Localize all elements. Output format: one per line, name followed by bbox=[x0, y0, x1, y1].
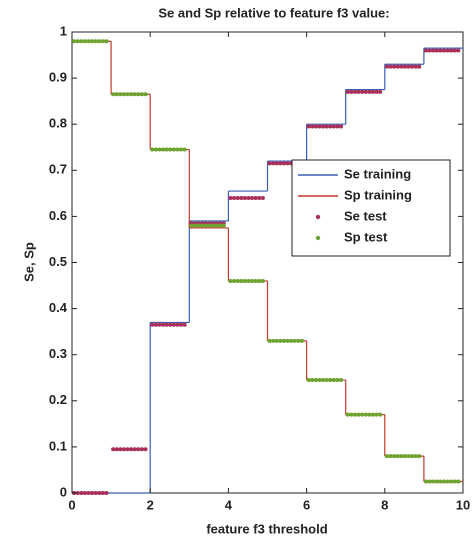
y-tick-label: 0.7 bbox=[49, 162, 67, 177]
x-tick-label: 0 bbox=[68, 497, 75, 512]
y-tick-label: 0.1 bbox=[49, 438, 67, 453]
y-tick-label: 0.2 bbox=[49, 392, 67, 407]
x-axis-label: feature f3 threshold bbox=[206, 521, 327, 536]
y-tick-label: 1 bbox=[60, 23, 67, 38]
legend-label: Sp test bbox=[344, 229, 388, 244]
legend-swatch bbox=[316, 236, 320, 240]
page: Se and Sp relative to feature f3 value: … bbox=[0, 0, 476, 545]
y-tick-label: 0.8 bbox=[49, 116, 67, 131]
legend-label: Se training bbox=[344, 166, 411, 181]
legend: Se training Sp training Se test Sp test bbox=[292, 160, 450, 256]
y-tick-label: 0 bbox=[60, 484, 67, 499]
y-tick-label: 0.4 bbox=[49, 300, 68, 315]
x-tick-label: 6 bbox=[303, 497, 310, 512]
chart-title: Se and Sp relative to feature f3 value: bbox=[158, 5, 389, 20]
x-tick-label: 10 bbox=[456, 497, 470, 512]
chart: Se and Sp relative to feature f3 value: … bbox=[0, 0, 476, 545]
y-tick-label: 0.6 bbox=[49, 208, 67, 223]
y-tick-label: 0.3 bbox=[49, 346, 67, 361]
plot-area bbox=[72, 32, 463, 493]
legend-label: Sp training bbox=[344, 187, 412, 202]
x-tick-label: 4 bbox=[225, 497, 233, 512]
y-tick-label: 0.9 bbox=[49, 70, 67, 85]
x-tick-label: 2 bbox=[147, 497, 154, 512]
legend-label: Se test bbox=[344, 208, 387, 223]
y-tick-label: 0.5 bbox=[49, 254, 67, 269]
legend-swatch bbox=[316, 215, 320, 219]
y-axis-label: Se, Sp bbox=[21, 242, 36, 282]
x-tick-label: 8 bbox=[381, 497, 388, 512]
